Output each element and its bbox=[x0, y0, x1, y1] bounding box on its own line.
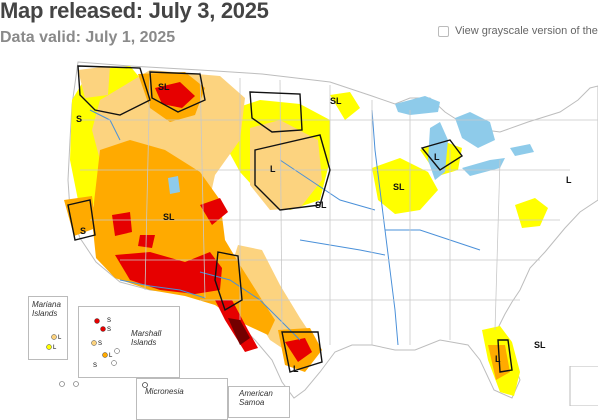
impact-outlines bbox=[67, 65, 513, 373]
inset-marshall: Marshall Islands S S S L S bbox=[78, 306, 180, 378]
inset-micronesia-label: Micronesia bbox=[145, 387, 184, 396]
impact-label: SL bbox=[330, 96, 342, 106]
data-valid-subtitle: Data valid: July 1, 2025 bbox=[0, 29, 176, 46]
d4-exceptional bbox=[228, 318, 250, 345]
great-lakes bbox=[168, 96, 534, 194]
marshall-marker: S bbox=[107, 318, 111, 324]
impact-labels: S SL SL L SL SL S SL L L SL L L bbox=[76, 82, 572, 374]
impact-label: SL bbox=[163, 212, 175, 222]
impact-label: S bbox=[80, 226, 86, 236]
grayscale-label: View grayscale version of the r bbox=[455, 25, 598, 37]
grayscale-toggle[interactable]: View grayscale version of the r bbox=[438, 25, 598, 37]
impact-label: L bbox=[495, 354, 501, 364]
marshall-marker: S bbox=[93, 363, 97, 369]
inset-mariana: Mariana Islands L L bbox=[28, 296, 68, 360]
inset-mariana-label: Mariana Islands bbox=[32, 300, 61, 318]
marshall-marker: S bbox=[107, 327, 111, 333]
marshall-marker: S bbox=[98, 341, 102, 347]
inset-marshall-label: Marshall Islands bbox=[131, 329, 162, 347]
state-borders bbox=[80, 69, 598, 345]
impact-label: S bbox=[76, 114, 82, 124]
marshall-marker: L bbox=[109, 353, 113, 359]
impact-label: SL bbox=[315, 200, 327, 210]
inset-samoa-label: American Samoa bbox=[239, 389, 273, 407]
impact-label: SL bbox=[158, 82, 170, 92]
impact-label: L bbox=[566, 175, 572, 185]
impact-label: SL bbox=[393, 182, 405, 192]
impact-label: L bbox=[270, 164, 276, 174]
mariana-marker: L bbox=[53, 345, 57, 351]
impact-label: L bbox=[434, 152, 440, 162]
inset-dots-left bbox=[59, 381, 79, 387]
inset-corner-right bbox=[569, 366, 598, 406]
grayscale-checkbox[interactable] bbox=[438, 25, 449, 37]
inset-samoa: American Samoa bbox=[228, 386, 290, 418]
map-release-title: Map released: July 3, 2025 bbox=[0, 0, 269, 23]
impact-label: SL bbox=[534, 340, 546, 350]
impact-label: L bbox=[293, 364, 299, 374]
inset-micronesia: Micronesia bbox=[136, 378, 228, 420]
mariana-marker: L bbox=[58, 335, 62, 341]
drought-map: S SL SL L SL SL S SL L L SL L L bbox=[64, 61, 598, 399]
